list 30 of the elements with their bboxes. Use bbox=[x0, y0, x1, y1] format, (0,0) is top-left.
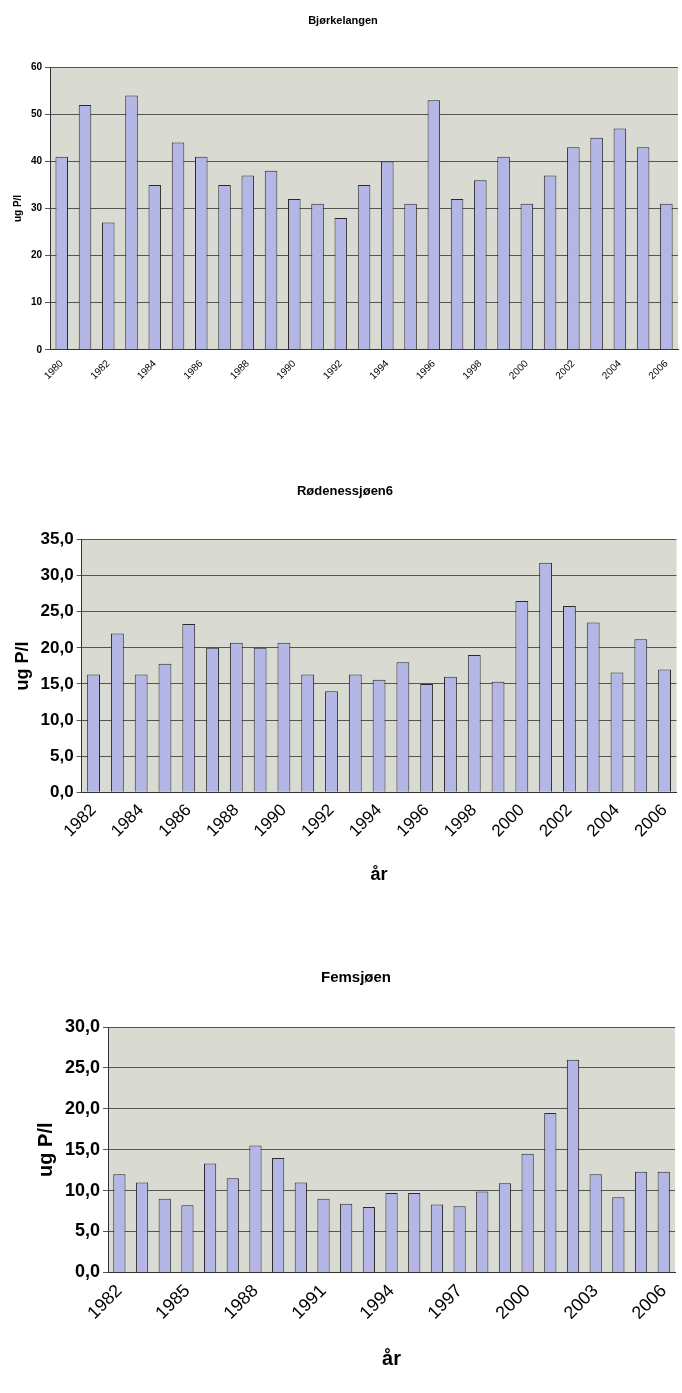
y-tick-label: 20,0 bbox=[40, 637, 74, 657]
y-tick-label: 25,0 bbox=[64, 1056, 101, 1077]
y-tick-label: 0,0 bbox=[50, 781, 74, 801]
y-tick-label: 60 bbox=[31, 60, 43, 72]
y-tick-label: 0 bbox=[36, 343, 43, 355]
y-tick-label: 0,0 bbox=[75, 1261, 101, 1282]
y-tick-label: 25,0 bbox=[40, 601, 74, 621]
y-tick-label: 10 bbox=[31, 296, 43, 308]
y-tick-label: 5,0 bbox=[50, 745, 74, 765]
x-axis-title: år bbox=[382, 1346, 402, 1369]
y-tick-label: 30 bbox=[31, 202, 43, 214]
y-tick-label: 10,0 bbox=[40, 709, 74, 729]
y-tick-label: 50 bbox=[31, 108, 43, 120]
y-tick-label: 15,0 bbox=[64, 1138, 101, 1159]
y-tick-label: 35,0 bbox=[40, 529, 74, 549]
y-tick-label: 10,0 bbox=[64, 1179, 101, 1200]
y-axis-title: ug P/l bbox=[33, 1122, 56, 1177]
chart-title: Rødenessjøen6 bbox=[296, 483, 394, 499]
chart-title: Femsjøen bbox=[320, 968, 392, 986]
y-tick-label: 15,0 bbox=[40, 673, 74, 693]
y-tick-label: 40 bbox=[31, 155, 43, 167]
y-tick-label: 20 bbox=[31, 249, 43, 261]
y-axis-title: ug P/l bbox=[11, 194, 23, 223]
y-tick-label: 5,0 bbox=[75, 1220, 101, 1241]
y-axis-title: ug P/l bbox=[11, 641, 32, 691]
y-tick-label: 20,0 bbox=[64, 1097, 101, 1118]
y-tick-label: 30,0 bbox=[40, 565, 74, 585]
chart-title: Bjørkelangen bbox=[308, 13, 379, 26]
y-tick-label: 30,0 bbox=[64, 1015, 101, 1036]
x-axis-title: år bbox=[370, 864, 388, 885]
